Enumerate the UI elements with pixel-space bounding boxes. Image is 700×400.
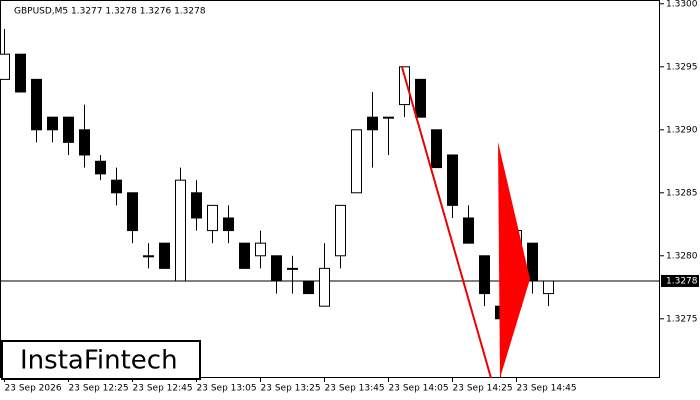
x-tick-label: 23 Sep 12:25 xyxy=(69,384,129,394)
y-tick-label: 1.3300 xyxy=(666,0,698,9)
x-tick-label: 23 Sep 13:45 xyxy=(325,384,385,394)
candle-body xyxy=(287,267,298,270)
candle-body xyxy=(175,179,186,282)
candle-body xyxy=(431,129,442,169)
candle-body xyxy=(303,280,314,295)
candle-body xyxy=(479,255,490,295)
y-tick-label: 1.3280 xyxy=(666,251,698,261)
trend-line xyxy=(401,66,492,379)
candle-body xyxy=(0,53,10,80)
price-label-box xyxy=(661,274,699,287)
candle-body xyxy=(319,267,330,307)
candle-body xyxy=(255,242,266,257)
candle-body xyxy=(239,242,250,269)
candle-body xyxy=(463,217,474,244)
candle-body xyxy=(351,129,362,194)
x-tick-label: 23 Sep 14:25 xyxy=(453,384,513,394)
y-tick-label: 1.3290 xyxy=(666,125,698,135)
candle-body xyxy=(415,78,426,118)
x-tick-label: 23 Sep 14:45 xyxy=(517,384,577,394)
x-tick-label: 23 Sep 2026 xyxy=(5,384,62,394)
chart-title: GBPUSD,M5 1.3277 1.3278 1.3276 1.3278 xyxy=(14,7,206,17)
candle-body xyxy=(31,78,42,131)
x-tick-label: 23 Sep 12:45 xyxy=(133,384,193,394)
pennant-pattern xyxy=(498,142,530,378)
plot-frame xyxy=(0,0,660,378)
watermark-box xyxy=(1,340,201,380)
candle-body xyxy=(447,154,458,206)
candle-body xyxy=(15,53,26,93)
candle-body xyxy=(271,255,282,282)
candle-body xyxy=(223,217,234,232)
candle-body xyxy=(543,280,554,295)
candle-body xyxy=(335,204,346,257)
y-tick-label: 1.3295 xyxy=(666,62,698,72)
y-tick-label: 1.3275 xyxy=(666,314,698,324)
x-tick-label: 23 Sep 13:25 xyxy=(261,384,321,394)
candle-body xyxy=(191,192,202,219)
candle-body xyxy=(143,255,154,258)
candle-body xyxy=(159,242,170,269)
candle-body xyxy=(127,192,138,232)
candle-body xyxy=(383,116,394,119)
candle-body xyxy=(47,116,58,131)
price-label: 1.3278 xyxy=(666,276,698,286)
x-tick-label: 23 Sep 13:05 xyxy=(197,384,257,394)
candle-body xyxy=(79,129,90,156)
watermark: InstaFintech xyxy=(20,346,178,376)
candle-body xyxy=(399,66,410,106)
candle-body xyxy=(63,116,74,143)
candle-body xyxy=(95,160,106,175)
x-tick-label: 23 Sep 14:05 xyxy=(389,384,449,394)
candle-body xyxy=(207,204,218,232)
candle-body xyxy=(527,242,538,282)
y-tick-label: 1.3285 xyxy=(666,188,698,198)
candle-body xyxy=(367,116,378,131)
candle-body xyxy=(111,179,122,194)
